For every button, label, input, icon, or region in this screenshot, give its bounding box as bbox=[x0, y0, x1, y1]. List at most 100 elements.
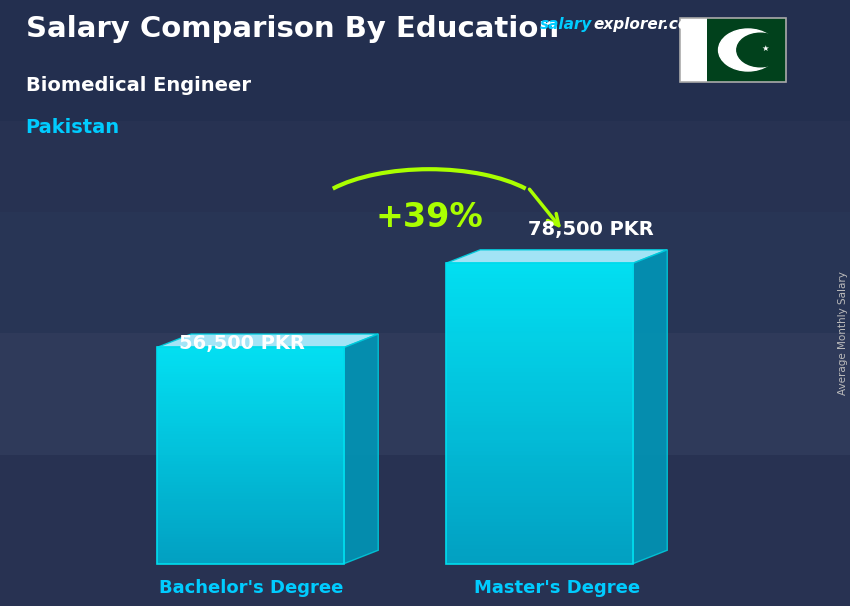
Bar bbox=[446, 477, 633, 481]
Bar bbox=[446, 507, 633, 511]
Text: Biomedical Engineer: Biomedical Engineer bbox=[26, 76, 251, 95]
Bar bbox=[157, 418, 344, 421]
Bar bbox=[446, 481, 633, 485]
Bar bbox=[446, 263, 633, 564]
Bar bbox=[0, 121, 850, 212]
Bar bbox=[446, 511, 633, 514]
Bar bbox=[446, 421, 633, 425]
Text: Pakistan: Pakistan bbox=[26, 118, 120, 137]
Bar bbox=[157, 366, 344, 369]
Bar bbox=[157, 412, 344, 415]
Bar bbox=[446, 290, 633, 293]
Bar bbox=[446, 485, 633, 488]
Bar bbox=[157, 547, 344, 550]
Bar bbox=[446, 346, 633, 350]
Bar bbox=[157, 447, 344, 450]
Bar bbox=[157, 388, 344, 391]
Bar bbox=[157, 445, 344, 447]
Bar bbox=[680, 18, 786, 82]
Polygon shape bbox=[157, 334, 378, 347]
Bar bbox=[446, 413, 633, 417]
Bar bbox=[157, 347, 344, 564]
Text: salary: salary bbox=[540, 17, 592, 32]
Bar bbox=[446, 368, 633, 372]
Bar bbox=[446, 417, 633, 421]
Bar bbox=[157, 510, 344, 512]
Bar bbox=[0, 212, 850, 333]
Bar bbox=[446, 556, 633, 560]
Bar bbox=[157, 347, 344, 350]
Bar bbox=[157, 553, 344, 556]
Text: Master's Degree: Master's Degree bbox=[473, 579, 640, 597]
Bar bbox=[157, 477, 344, 480]
Bar bbox=[157, 531, 344, 534]
Bar bbox=[446, 312, 633, 316]
Bar bbox=[446, 514, 633, 519]
Bar bbox=[0, 333, 850, 454]
Bar bbox=[157, 558, 344, 561]
Bar bbox=[446, 278, 633, 282]
Bar bbox=[157, 512, 344, 515]
Bar bbox=[446, 522, 633, 526]
Bar bbox=[157, 491, 344, 493]
Bar bbox=[446, 372, 633, 376]
Polygon shape bbox=[446, 250, 667, 263]
Bar bbox=[157, 469, 344, 471]
Bar bbox=[446, 316, 633, 319]
Bar bbox=[446, 436, 633, 439]
Bar bbox=[157, 396, 344, 399]
Bar bbox=[157, 518, 344, 521]
Circle shape bbox=[718, 29, 778, 71]
Bar bbox=[157, 521, 344, 523]
Bar bbox=[446, 425, 633, 428]
Bar bbox=[157, 515, 344, 518]
Bar bbox=[157, 536, 344, 539]
Bar bbox=[157, 507, 344, 510]
Bar bbox=[157, 393, 344, 396]
Bar bbox=[157, 561, 344, 564]
Bar bbox=[157, 375, 344, 377]
Bar bbox=[446, 275, 633, 278]
Bar bbox=[157, 556, 344, 558]
Bar bbox=[157, 356, 344, 358]
Bar bbox=[446, 308, 633, 312]
Bar bbox=[680, 18, 706, 82]
Bar bbox=[446, 410, 633, 413]
Bar bbox=[157, 499, 344, 501]
Bar bbox=[446, 548, 633, 552]
Bar bbox=[157, 458, 344, 461]
Bar bbox=[157, 369, 344, 371]
Bar bbox=[446, 406, 633, 410]
Bar bbox=[446, 541, 633, 545]
Bar bbox=[157, 431, 344, 434]
Bar bbox=[157, 534, 344, 536]
Bar bbox=[157, 542, 344, 545]
Bar bbox=[157, 550, 344, 553]
Bar bbox=[446, 488, 633, 492]
Text: 56,500 PKR: 56,500 PKR bbox=[179, 335, 305, 353]
Text: Bachelor's Degree: Bachelor's Degree bbox=[159, 579, 343, 597]
Bar bbox=[157, 423, 344, 426]
Bar bbox=[446, 538, 633, 541]
Bar bbox=[157, 382, 344, 385]
Bar bbox=[157, 545, 344, 547]
Bar bbox=[157, 407, 344, 410]
Bar bbox=[446, 519, 633, 522]
Bar bbox=[446, 285, 633, 290]
Text: 78,500 PKR: 78,500 PKR bbox=[528, 220, 654, 239]
Bar bbox=[446, 560, 633, 564]
Bar bbox=[157, 410, 344, 412]
Bar bbox=[446, 552, 633, 556]
Bar bbox=[0, 0, 850, 121]
Bar bbox=[446, 444, 633, 447]
Bar bbox=[446, 342, 633, 346]
Bar bbox=[157, 377, 344, 380]
Bar bbox=[157, 436, 344, 439]
Bar bbox=[157, 434, 344, 436]
Bar bbox=[157, 466, 344, 469]
Bar bbox=[446, 335, 633, 338]
Bar bbox=[446, 428, 633, 432]
Bar bbox=[446, 365, 633, 368]
Bar bbox=[157, 364, 344, 366]
Bar bbox=[446, 398, 633, 402]
